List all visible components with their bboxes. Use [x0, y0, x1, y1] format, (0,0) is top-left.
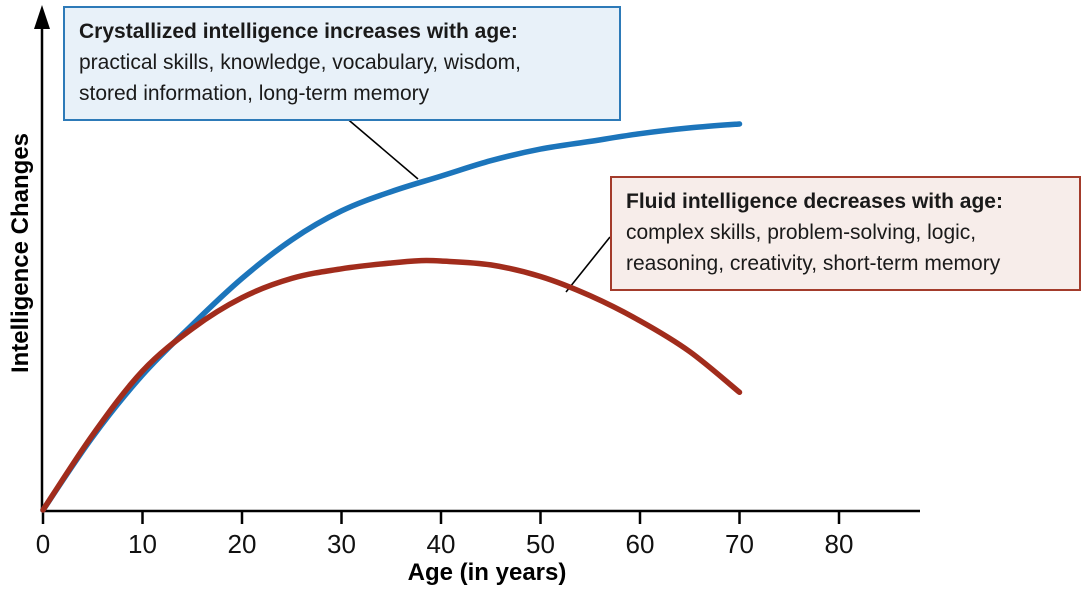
fluid-callout-line2: reasoning, creativity, short-term memory	[626, 252, 1001, 275]
x-tick-label: 50	[526, 529, 555, 559]
fluid-intelligence-callout: Fluid intelligence decreases with age: c…	[610, 176, 1081, 291]
crystallized-callout-line1: practical skills, knowledge, vocabulary,…	[79, 51, 521, 74]
x-axis-label: Age (in years)	[407, 559, 567, 586]
crystallized-intelligence-callout: Crystallized intelligence increases with…	[63, 6, 621, 121]
fluid-callout-title: Fluid intelligence decreases with age:	[626, 190, 1003, 213]
x-tick-label: 40	[427, 529, 456, 559]
crystallized-callout-title: Crystallized intelligence increases with…	[79, 20, 518, 43]
y-axis-arrowhead	[34, 5, 50, 29]
x-tick-label: 20	[228, 529, 257, 559]
fluid-leader-line	[565, 236, 611, 293]
x-tick-label: 80	[825, 529, 854, 559]
x-tick-label: 30	[327, 529, 356, 559]
crystallized-leader-line	[343, 115, 419, 180]
fluid-callout-line1: complex skills, problem-solving, logic,	[626, 221, 977, 244]
x-tick-label: 10	[128, 529, 157, 559]
x-tick-label: 60	[626, 529, 655, 559]
x-tick-label: 0	[36, 529, 50, 559]
x-tick-label: 70	[725, 529, 754, 559]
y-axis-label: Intelligence Changes	[7, 132, 34, 374]
crystallized-callout-line2: stored information, long-term memory	[79, 82, 430, 105]
fluid-curve	[40, 257, 743, 513]
